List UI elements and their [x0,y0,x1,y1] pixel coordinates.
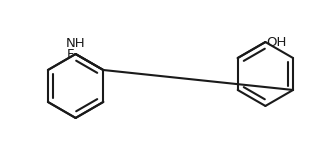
Text: NH: NH [66,37,85,50]
Text: OH: OH [266,36,287,49]
Text: F: F [67,47,75,61]
